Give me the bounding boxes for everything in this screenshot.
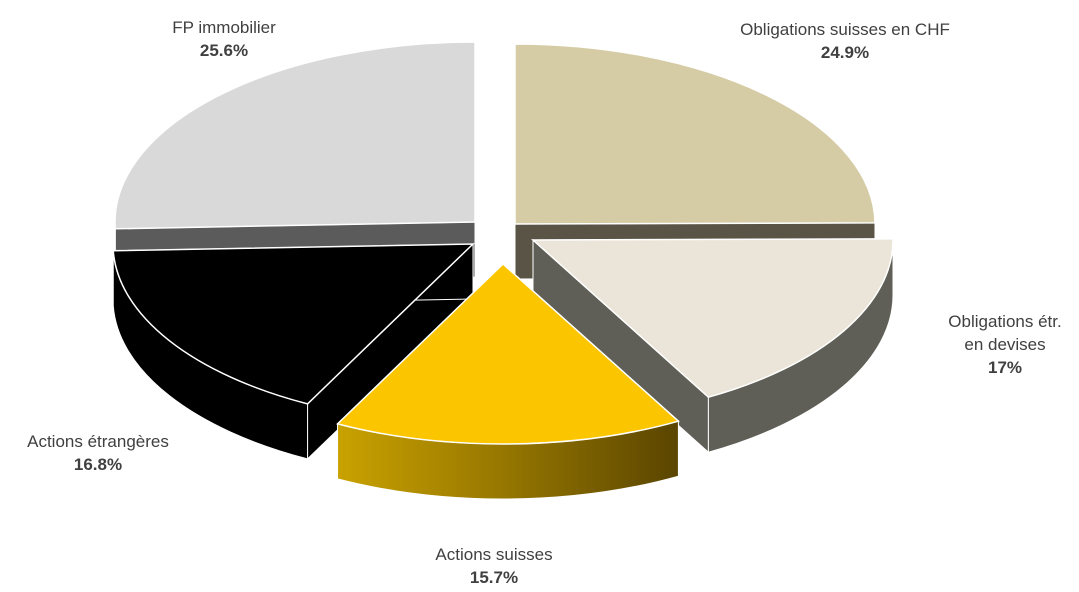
data-label-fp-immobilier: FP immobilier 25.6% (124, 16, 324, 62)
slice-label-text: Actions étrangères (27, 432, 169, 451)
slice-percentage: 25.6% (199, 41, 249, 60)
pie-slice-obligations-suisses-en-chf (514, 43, 876, 225)
slice-label-text: Obligations étr. (948, 312, 1062, 331)
slice-label-text: en devises (964, 335, 1046, 354)
data-label-actions-etrangeres: Actions étrangères 16.8% (0, 430, 218, 476)
pie-slice-actions-etrangeres (112, 243, 475, 405)
data-label-actions-suisses: Actions suisses 15.7% (374, 543, 614, 589)
slice-percentage: 16.8% (73, 455, 123, 474)
slice-label-text: Actions suisses (435, 545, 553, 564)
slice-label-text: FP immobilier (172, 18, 276, 37)
pie-tops (112, 41, 894, 445)
pie-slice-fp-immobilier (114, 41, 476, 230)
data-label-obligations-suisses-en-chf: Obligations suisses en CHF 24.9% (695, 18, 995, 64)
slice-percentage: 17% (987, 358, 1023, 377)
slice-percentage: 24.9% (820, 43, 870, 62)
data-label-obligations-etr-en-devises: Obligations étr. en devises 17% (905, 310, 1079, 379)
pie-slice-obligations-etr-en-devises (531, 238, 894, 399)
pie-slice-actions-suisses (336, 262, 680, 445)
slice-percentage: 15.7% (469, 568, 519, 587)
slice-label-text: Obligations suisses en CHF (740, 20, 950, 39)
